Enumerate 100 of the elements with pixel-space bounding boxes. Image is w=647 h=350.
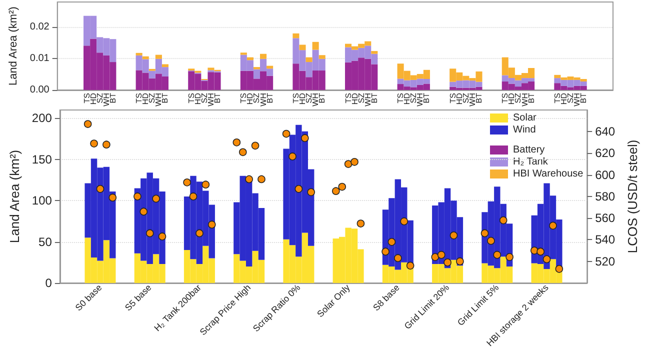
x-tick-label: SZ	[252, 92, 262, 104]
point	[90, 140, 98, 148]
x-tick-label: SZ	[566, 92, 576, 104]
point	[456, 257, 464, 266]
x-tick-label: WH	[520, 92, 530, 106]
x-tick-label: BT	[265, 92, 274, 104]
x-tick-label: TS	[82, 93, 92, 104]
point	[134, 192, 142, 200]
x-tick-label: TS	[186, 93, 196, 104]
point	[202, 180, 210, 188]
x-tick-label: WH	[154, 92, 164, 106]
point	[506, 253, 514, 261]
y2-tick-label: 580	[595, 189, 616, 204]
point	[382, 248, 390, 256]
x-tick-label: BT	[474, 92, 484, 104]
point	[196, 229, 204, 238]
bar	[260, 54, 267, 59]
x-tick-label: WH	[258, 92, 268, 106]
x-tick-label: SZ	[409, 92, 418, 104]
x-tick-label: SZ	[461, 92, 470, 104]
point	[400, 217, 408, 226]
x-tick-label: TS	[291, 93, 300, 104]
x-tick-label: SZ	[148, 92, 157, 104]
bar	[318, 55, 326, 59]
point	[530, 246, 538, 254]
point	[450, 232, 458, 240]
x-tick-label: BT	[213, 92, 222, 104]
y2-tick-label: 600	[595, 168, 616, 182]
x-tick-label: HD	[350, 92, 360, 105]
point	[487, 236, 495, 245]
bar	[371, 51, 378, 54]
x-tick-label: TS	[552, 93, 562, 104]
point	[480, 229, 489, 238]
x-tick-label: HD	[246, 92, 255, 105]
bar	[312, 42, 319, 50]
bar	[306, 57, 312, 62]
point	[238, 148, 247, 156]
legend-label: H₂ Tank	[513, 156, 549, 168]
point	[332, 187, 340, 195]
x-tick-label: TS	[344, 93, 353, 104]
point	[208, 220, 216, 228]
x-tick-label: HD	[298, 92, 307, 105]
x-tick-label: TS	[239, 93, 248, 104]
bar	[155, 54, 162, 59]
point	[288, 152, 296, 160]
legend-label: HBI Warehouse	[513, 168, 584, 180]
y2-tick-label: 560	[595, 211, 616, 226]
point	[350, 158, 358, 166]
y-tick-label: 50	[38, 234, 52, 249]
x-tick-label: BT	[422, 92, 432, 104]
x-tick-label: SZ	[514, 92, 523, 104]
point	[344, 160, 352, 168]
x-tick-label: WH	[363, 92, 372, 106]
point	[394, 254, 402, 262]
y2-tick-label: 620	[595, 146, 616, 160]
x-tick-label: HD	[507, 92, 516, 105]
legend-label: Wind	[513, 124, 536, 136]
y2-tick-label: 640	[595, 124, 616, 139]
y-tick-label: 100	[32, 194, 52, 208]
y-tick-label: 0.02	[30, 22, 50, 33]
point	[258, 175, 266, 184]
x-tick-label: SZ	[95, 92, 104, 104]
x-tick-label: BT	[108, 92, 118, 104]
y-axis-title: Land Area (km²)	[8, 6, 20, 86]
y-tick-label: 150	[32, 152, 52, 166]
point	[232, 138, 241, 146]
point	[437, 250, 446, 259]
x-tick-label: SZ	[304, 92, 314, 104]
x-tick-label: HD	[193, 92, 202, 105]
point	[555, 265, 564, 273]
point	[499, 216, 508, 224]
y-tick-label: 0.01	[30, 53, 50, 64]
x-tick-label: WH	[468, 92, 477, 106]
x-tick-label: BT	[526, 92, 536, 104]
bar	[136, 52, 142, 56]
point	[307, 188, 315, 196]
x-tick-label: BT	[370, 92, 379, 104]
point	[189, 192, 198, 200]
point	[388, 238, 396, 246]
point	[152, 194, 160, 203]
point	[251, 142, 260, 150]
point	[444, 258, 452, 266]
x-tick-label: HD	[88, 92, 98, 105]
x-tick-label: WH	[102, 92, 111, 106]
x-tick-label: WH	[206, 92, 216, 106]
point	[245, 175, 253, 184]
x-tick-label: WH	[572, 92, 582, 106]
bar	[292, 33, 300, 38]
point	[431, 253, 440, 261]
legend-label: Solar	[513, 112, 538, 124]
point	[338, 182, 346, 191]
x-tick-label: TS	[500, 93, 510, 104]
bar	[299, 44, 306, 50]
point	[108, 194, 117, 202]
point	[282, 130, 290, 138]
point	[536, 248, 544, 256]
x-tick-label: WH	[416, 92, 425, 106]
point	[96, 185, 104, 193]
x-tick-label: BT	[579, 92, 588, 104]
x-tick-label: TS	[134, 93, 144, 104]
